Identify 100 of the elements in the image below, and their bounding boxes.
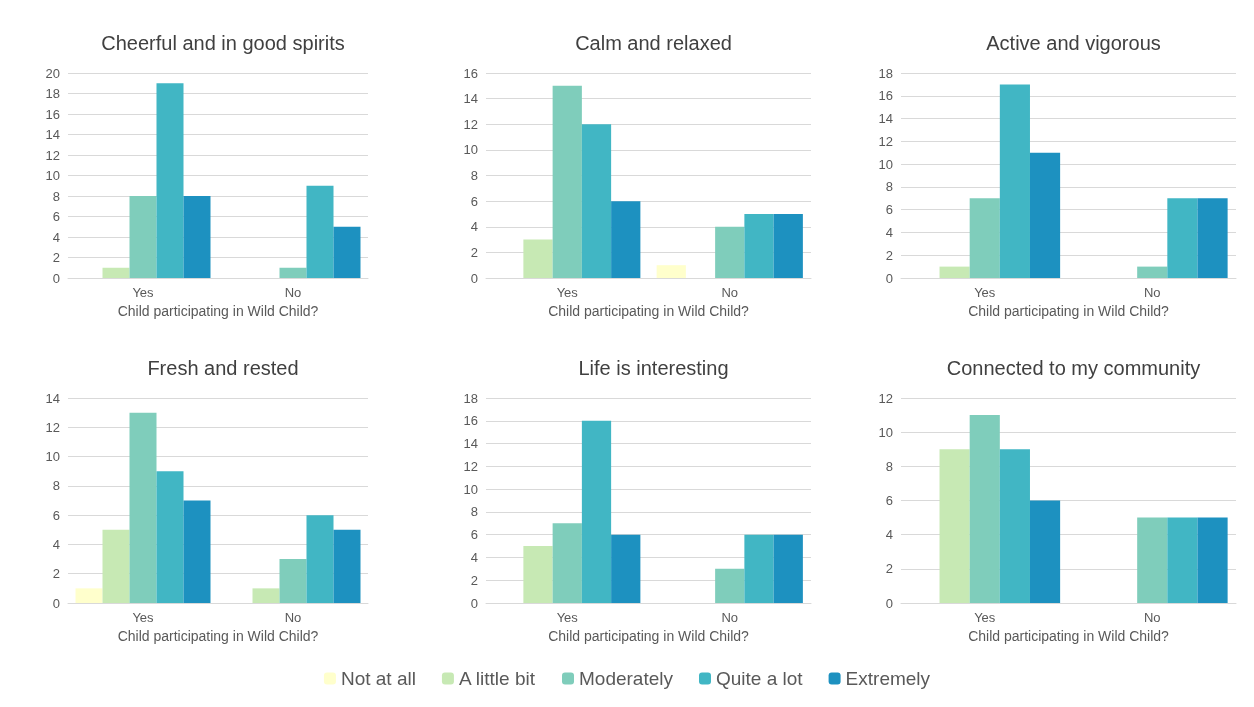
x-tick-label: Yes: [974, 285, 996, 300]
y-tick-label: 8: [885, 458, 893, 474]
y-tick-label: 16: [878, 88, 893, 104]
bar: [306, 185, 334, 278]
y-tick-label: 12: [463, 458, 478, 474]
bar: [1167, 517, 1198, 603]
y-tick-label: 14: [45, 390, 60, 406]
chart-title: Active and vigorous: [986, 32, 1161, 54]
bar: [1029, 152, 1061, 278]
chart-title: Cheerful and in good spirits: [101, 32, 345, 54]
y-tick-label: 0: [52, 270, 60, 286]
y-tick-label: 14: [45, 127, 60, 142]
y-tick-label: 16: [45, 106, 60, 122]
legend-label: Quite a lot: [715, 668, 804, 689]
y-tick-label: 0: [885, 595, 893, 611]
y-tick-label: 4: [470, 549, 478, 565]
y-tick-label: 2: [52, 250, 60, 265]
x-axis-title: Child participating in Wild Child?: [117, 303, 319, 319]
y-tick-label: 4: [52, 229, 60, 245]
y-tick-label: 6: [52, 507, 60, 523]
x-axis-title: Child participating in Wild Child?: [117, 628, 319, 644]
bar: [581, 124, 612, 278]
y-tick-label: 6: [52, 209, 60, 224]
bar: [552, 523, 582, 603]
bar: [523, 546, 553, 603]
y-tick-label: 4: [52, 536, 60, 552]
bar: [75, 588, 103, 603]
y-tick-label: 2: [52, 566, 60, 582]
bar: [183, 500, 211, 603]
bar: [156, 83, 184, 278]
x-axis-title: Child participating in Wild Child?: [968, 628, 1170, 644]
bar: [773, 213, 803, 278]
bar: [183, 196, 211, 278]
y-tick-label: 18: [463, 390, 478, 406]
bar: [611, 201, 641, 278]
x-tick-label: No: [721, 285, 739, 300]
y-tick-label: 14: [463, 91, 478, 107]
bar: [129, 196, 157, 278]
y-tick-label: 4: [470, 219, 478, 235]
bar: [611, 534, 641, 603]
y-tick-label: 18: [45, 86, 60, 101]
x-tick-label: Yes: [556, 285, 579, 300]
bar: [744, 213, 774, 278]
x-tick-label: Yes: [974, 610, 996, 625]
bar: [523, 239, 553, 278]
bar: [552, 85, 582, 278]
y-tick-label: 0: [470, 270, 478, 286]
x-tick-label: No: [284, 285, 302, 300]
y-tick-label: 10: [878, 156, 893, 172]
y-tick-label: 4: [885, 527, 893, 543]
legend-label: A little bit: [458, 668, 536, 689]
bar: [333, 226, 361, 278]
x-tick-label: No: [721, 610, 739, 625]
y-tick-label: 8: [885, 179, 893, 195]
bar: [1167, 198, 1198, 278]
bar: [744, 534, 774, 603]
y-tick-label: 10: [463, 142, 478, 158]
y-tick-label: 8: [470, 504, 478, 520]
y-tick-label: 12: [45, 147, 60, 163]
y-tick-label: 4: [885, 224, 893, 240]
y-tick-label: 6: [885, 202, 893, 218]
bar: [999, 84, 1030, 278]
y-tick-label: 6: [470, 193, 478, 209]
y-tick-label: 2: [885, 247, 893, 263]
y-tick-label: 0: [52, 595, 60, 611]
y-tick-label: 2: [885, 561, 893, 577]
bar: [939, 266, 970, 278]
y-tick-label: 18: [878, 65, 893, 81]
bar: [1029, 500, 1061, 603]
chart-title: Life is interesting: [578, 357, 729, 379]
y-tick-label: 16: [463, 65, 478, 81]
y-tick-label: 14: [463, 436, 478, 452]
y-tick-label: 10: [45, 449, 60, 465]
bar: [715, 568, 745, 603]
bar: [102, 267, 130, 278]
x-tick-label: Yes: [556, 610, 579, 625]
bar: [999, 449, 1030, 603]
bar: [252, 588, 280, 603]
x-tick-label: No: [284, 610, 302, 625]
y-tick-label: 10: [45, 168, 60, 183]
bar: [1197, 517, 1228, 603]
y-tick-label: 12: [878, 133, 893, 149]
y-tick-label: 10: [463, 481, 478, 497]
x-tick-label: No: [1143, 285, 1161, 300]
chart-title: Fresh and rested: [147, 357, 299, 379]
bar: [656, 265, 686, 278]
bar: [1137, 266, 1168, 278]
y-tick-label: 6: [470, 527, 478, 543]
bar: [715, 226, 745, 278]
y-tick-label: 8: [52, 478, 60, 494]
bar: [969, 415, 1000, 603]
bar: [129, 412, 157, 603]
bar: [939, 449, 970, 603]
legend-label: Extremely: [845, 668, 931, 689]
x-tick-label: No: [1143, 610, 1161, 625]
y-tick-label: 16: [463, 413, 478, 429]
chart-title: Calm and relaxed: [575, 32, 732, 54]
x-axis-title: Child participating in Wild Child?: [968, 303, 1170, 319]
y-tick-label: 20: [45, 65, 60, 81]
y-tick-label: 12: [45, 419, 60, 435]
